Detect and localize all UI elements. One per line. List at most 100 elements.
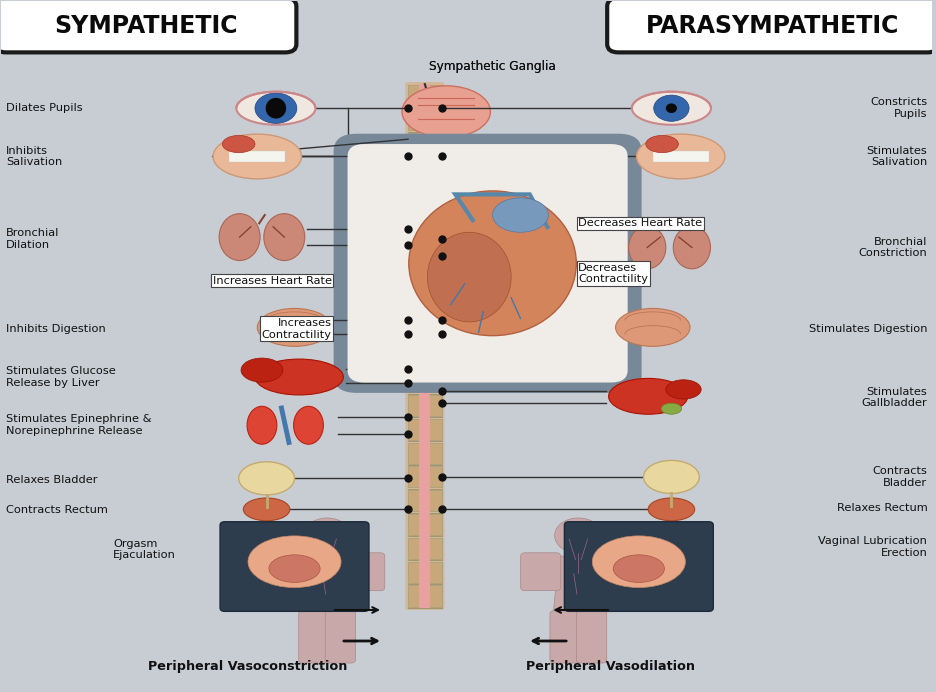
Ellipse shape	[255, 359, 344, 395]
FancyBboxPatch shape	[0, 0, 297, 53]
FancyBboxPatch shape	[405, 82, 445, 610]
Ellipse shape	[608, 379, 688, 415]
Ellipse shape	[219, 214, 260, 260]
Circle shape	[303, 518, 351, 553]
Bar	[408, 300, 442, 321]
Ellipse shape	[616, 309, 690, 346]
Text: Orgasm
Ejaculation: Orgasm Ejaculation	[113, 538, 176, 560]
FancyBboxPatch shape	[325, 610, 356, 663]
FancyBboxPatch shape	[550, 610, 580, 663]
Text: Constricts
Pupils: Constricts Pupils	[870, 98, 928, 119]
Bar	[408, 228, 442, 249]
Text: Relaxes Bladder: Relaxes Bladder	[6, 475, 97, 485]
Bar	[408, 181, 442, 202]
Ellipse shape	[248, 536, 341, 588]
Bar	[408, 395, 442, 416]
FancyBboxPatch shape	[347, 144, 628, 383]
Ellipse shape	[643, 460, 699, 493]
Bar	[408, 490, 442, 511]
Bar	[408, 466, 442, 487]
Bar	[408, 324, 442, 345]
Bar	[408, 585, 442, 606]
Bar	[408, 562, 442, 583]
FancyBboxPatch shape	[270, 553, 310, 591]
Circle shape	[555, 518, 602, 553]
FancyBboxPatch shape	[333, 134, 641, 393]
Text: Sympathetic Ganglia: Sympathetic Ganglia	[430, 60, 556, 73]
Ellipse shape	[255, 93, 297, 123]
Text: Peripheral Vasodilation: Peripheral Vasodilation	[526, 660, 695, 673]
Ellipse shape	[665, 103, 677, 113]
Ellipse shape	[409, 191, 577, 336]
Bar	[652, 151, 709, 162]
Ellipse shape	[492, 198, 548, 233]
Text: Bronchial
Constriction: Bronchial Constriction	[858, 237, 928, 258]
Bar	[408, 347, 442, 368]
FancyBboxPatch shape	[344, 553, 385, 591]
Ellipse shape	[266, 98, 286, 118]
Text: Decreases Heart Rate: Decreases Heart Rate	[578, 218, 703, 228]
Ellipse shape	[294, 406, 323, 444]
Bar	[408, 205, 442, 226]
Ellipse shape	[629, 226, 665, 268]
Text: Decreases
Contractility: Decreases Contractility	[578, 263, 649, 284]
Bar	[408, 109, 442, 130]
Ellipse shape	[257, 309, 331, 346]
Polygon shape	[553, 556, 604, 614]
Ellipse shape	[402, 86, 490, 138]
Ellipse shape	[428, 233, 511, 322]
FancyBboxPatch shape	[299, 610, 329, 663]
Text: SYMPATHETIC: SYMPATHETIC	[54, 14, 238, 37]
Text: Vaginal Lubrication
Erection: Vaginal Lubrication Erection	[818, 536, 928, 558]
Text: Stimulates Epinephrine &
Norepinephrine Release: Stimulates Epinephrine & Norepinephrine …	[6, 415, 152, 436]
Bar	[408, 86, 442, 107]
Bar	[408, 443, 442, 464]
Ellipse shape	[653, 95, 689, 121]
Bar	[408, 133, 442, 154]
Bar	[408, 538, 442, 559]
Text: PARASYMPATHETIC: PARASYMPATHETIC	[646, 14, 899, 37]
Bar	[408, 514, 442, 535]
Text: Dilates Pupils: Dilates Pupils	[6, 103, 82, 113]
Ellipse shape	[613, 555, 665, 583]
Ellipse shape	[646, 136, 679, 153]
Text: Inhibits Digestion: Inhibits Digestion	[6, 324, 106, 334]
Ellipse shape	[665, 380, 701, 399]
Ellipse shape	[632, 91, 711, 125]
Ellipse shape	[239, 462, 295, 495]
Bar	[419, 84, 431, 608]
Ellipse shape	[269, 555, 320, 583]
Text: Peripheral Vasoconstriction: Peripheral Vasoconstriction	[148, 660, 347, 673]
Ellipse shape	[648, 498, 695, 520]
Ellipse shape	[592, 536, 685, 588]
FancyBboxPatch shape	[520, 553, 561, 591]
Bar	[408, 157, 442, 178]
Ellipse shape	[223, 136, 255, 153]
FancyBboxPatch shape	[564, 522, 713, 611]
Bar	[408, 252, 442, 273]
Text: Contracts Rectum: Contracts Rectum	[6, 505, 108, 515]
Text: Sympathetic Ganglia: Sympathetic Ganglia	[430, 60, 556, 73]
Ellipse shape	[213, 134, 301, 179]
FancyBboxPatch shape	[596, 553, 636, 591]
Text: Bronchial
Dilation: Bronchial Dilation	[6, 228, 59, 250]
Ellipse shape	[247, 406, 277, 444]
Text: Contracts
Bladder: Contracts Bladder	[872, 466, 928, 488]
Bar	[408, 371, 442, 392]
Text: Relaxes Rectum: Relaxes Rectum	[837, 503, 928, 513]
Text: Increases Heart Rate: Increases Heart Rate	[212, 275, 331, 286]
Ellipse shape	[237, 91, 315, 125]
Text: Stimulates
Salivation: Stimulates Salivation	[867, 145, 928, 167]
Ellipse shape	[673, 226, 710, 268]
Ellipse shape	[243, 498, 290, 520]
FancyBboxPatch shape	[577, 610, 607, 663]
FancyBboxPatch shape	[607, 0, 936, 53]
FancyBboxPatch shape	[220, 522, 369, 611]
Text: Stimulates
Gallbladder: Stimulates Gallbladder	[861, 387, 928, 408]
Ellipse shape	[264, 214, 305, 260]
Bar	[408, 276, 442, 297]
Bar	[229, 151, 285, 162]
Text: Stimulates Glucose
Release by Liver: Stimulates Glucose Release by Liver	[6, 366, 116, 388]
Ellipse shape	[241, 358, 283, 382]
Ellipse shape	[636, 134, 724, 179]
